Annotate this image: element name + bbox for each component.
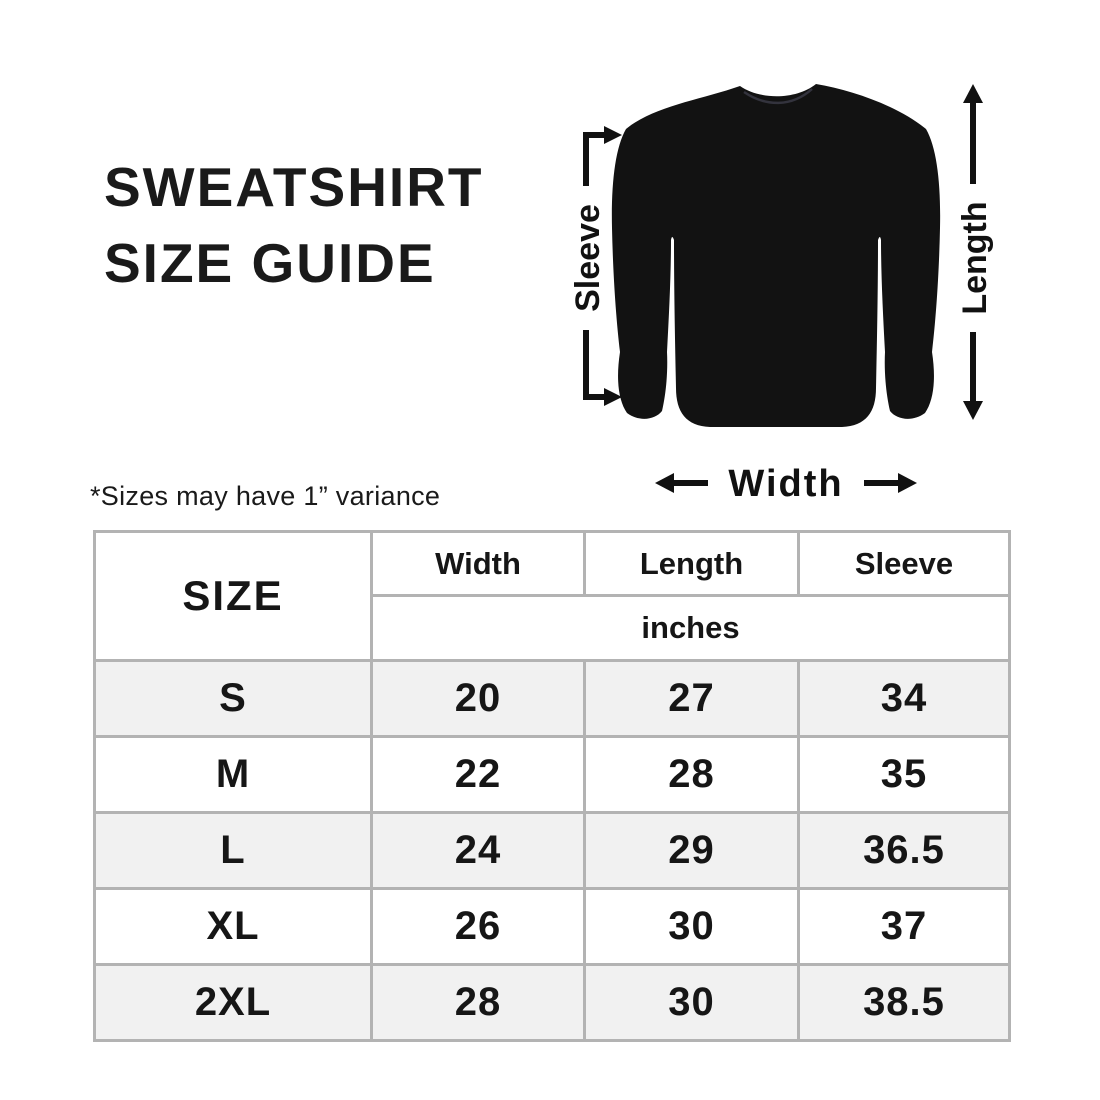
length-bottom-arrowhead-icon <box>963 401 983 420</box>
width-cell: 28 <box>370 963 586 1042</box>
length-column-header: Length <box>583 530 800 597</box>
size-chart-table: SIZE Width Length Sleeve inches S 20 27 … <box>93 530 1011 1042</box>
sweatshirt-diagram: Sleeve Length Width <box>569 84 994 505</box>
width-label: Width <box>728 463 843 505</box>
size-column-header: SIZE <box>93 530 373 662</box>
title-line2: SIZE GUIDE <box>104 231 436 294</box>
sleeve-bracket-top-line <box>583 132 606 186</box>
sleeve-cell: 36.5 <box>797 811 1011 890</box>
sleeve-cell: 34 <box>797 659 1011 738</box>
table-row-2xl: 2XL 28 30 38.5 <box>93 963 1011 1042</box>
width-cell: 22 <box>370 735 586 814</box>
page-title: SWEATSHIRT SIZE GUIDE <box>104 150 484 302</box>
length-top-arrowhead-icon <box>963 84 983 103</box>
collar-seam <box>743 88 813 105</box>
sleeve-cell: 35 <box>797 735 1011 814</box>
table-row-xl: XL 26 30 37 <box>93 887 1011 966</box>
length-label: Length <box>956 201 994 314</box>
width-cell: 24 <box>370 811 586 890</box>
length-cell: 30 <box>583 963 800 1042</box>
sleeve-bracket-bottom-arrowhead-icon <box>604 388 622 406</box>
length-measure-arrow: Length <box>956 84 994 420</box>
sweatshirt-illustration <box>611 84 941 427</box>
width-cell: 26 <box>370 887 586 966</box>
size-cell: M <box>93 735 373 814</box>
sleeve-bracket-bottom-line <box>583 330 606 400</box>
sleeve-label: Sleeve <box>569 204 607 312</box>
length-cell: 28 <box>583 735 800 814</box>
sleeve-cell: 37 <box>797 887 1011 966</box>
title-line1: SWEATSHIRT <box>104 156 484 218</box>
column-header-row: SIZE Width Length Sleeve <box>93 530 1011 662</box>
width-cell: 20 <box>370 659 586 738</box>
length-cell: 30 <box>583 887 800 966</box>
length-cell: 29 <box>583 811 800 890</box>
table-row-m: M 22 28 35 <box>93 735 1011 814</box>
sleeve-bracket-top-arrowhead-icon <box>604 126 622 144</box>
size-cell: S <box>93 659 373 738</box>
variance-note: *Sizes may have 1” variance <box>90 481 441 511</box>
length-cell: 27 <box>583 659 800 738</box>
unit-label: inches <box>370 594 1011 662</box>
size-cell: 2XL <box>93 963 373 1042</box>
width-column-header: Width <box>370 530 586 597</box>
sleeve-measure-bracket: Sleeve <box>569 126 622 406</box>
table-row-s: S 20 27 34 <box>93 659 1011 738</box>
sleeve-cell: 38.5 <box>797 963 1011 1042</box>
size-cell: L <box>93 811 373 890</box>
width-measure-arrow: Width <box>655 463 917 505</box>
table-row-l: L 24 29 36.5 <box>93 811 1011 890</box>
size-cell: XL <box>93 887 373 966</box>
unit-header-row: inches <box>95 594 1011 662</box>
width-left-arrowhead-icon <box>655 473 674 493</box>
sweatshirt-silhouette <box>611 84 941 427</box>
width-right-arrowhead-icon <box>898 473 917 493</box>
sleeve-column-header: Sleeve <box>797 530 1011 597</box>
